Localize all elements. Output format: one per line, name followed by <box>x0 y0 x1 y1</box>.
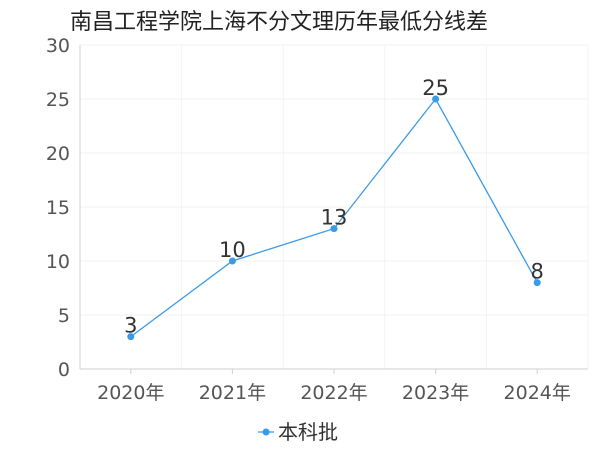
data-point <box>533 279 541 287</box>
data-label: 13 <box>321 206 348 230</box>
x-tick-label: 2022年 <box>300 382 367 404</box>
data-point <box>127 333 135 341</box>
data-point <box>228 257 236 265</box>
data-label: 3 <box>124 314 137 338</box>
x-tick-label: 2021年 <box>199 382 266 404</box>
y-tick-label: 30 <box>46 35 70 57</box>
y-tick-label: 0 <box>58 359 70 381</box>
y-tick-label: 10 <box>46 251 70 273</box>
data-label: 25 <box>422 76 449 100</box>
y-tick-label: 25 <box>46 89 70 111</box>
y-tick-label: 15 <box>46 197 70 219</box>
y-tick-label: 5 <box>58 305 70 327</box>
data-label: 8 <box>531 260 544 284</box>
data-point <box>330 225 338 233</box>
legend-label: 本科批 <box>278 420 338 444</box>
legend-marker <box>262 428 270 436</box>
y-tick-label: 20 <box>46 143 70 165</box>
x-tick-label: 2023年 <box>402 382 469 404</box>
x-tick-label: 2024年 <box>504 382 571 404</box>
data-label: 10 <box>219 238 246 262</box>
x-tick-label: 2020年 <box>97 382 164 404</box>
chart-title: 南昌工程学院上海不分文理历年最低分线差 <box>70 10 489 35</box>
data-point <box>432 95 440 103</box>
